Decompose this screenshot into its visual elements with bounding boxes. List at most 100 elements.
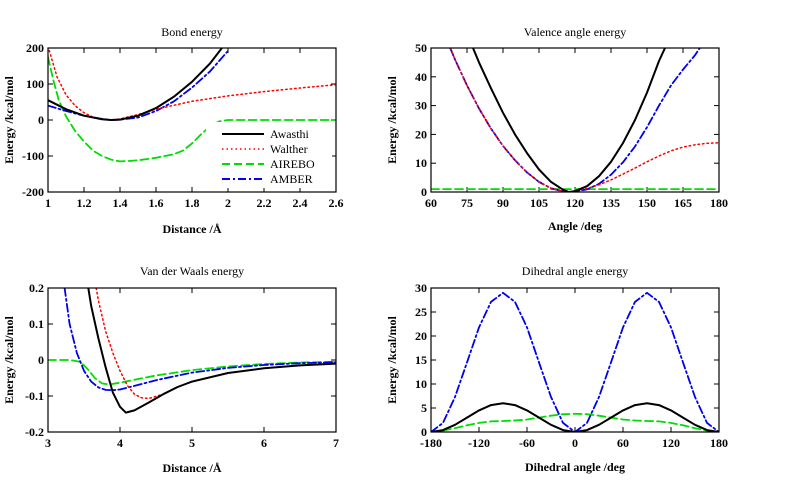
x-tick-label: 1.8 bbox=[185, 196, 200, 210]
series-line-walther bbox=[95, 288, 336, 400]
series-line-amber bbox=[48, 50, 229, 121]
x-tick-label: 2.2 bbox=[257, 196, 272, 210]
x-tick-label: -180 bbox=[420, 436, 442, 450]
y-tick-label: -0.2 bbox=[25, 425, 44, 439]
plot-frame bbox=[47, 47, 337, 193]
x-axis-label: Angle /deg bbox=[548, 219, 602, 233]
series-line-awasthi bbox=[472, 48, 666, 192]
y-axis-label: Energy /kcal/mol bbox=[385, 76, 399, 164]
legend-label-airebo: AIREBO bbox=[270, 157, 315, 171]
tick-labels: 3 4 5 6 7 -0.2 -0.1 0 0.1 0.2 bbox=[25, 281, 339, 450]
y-axis-label: Energy /kcal/mol bbox=[2, 76, 16, 164]
x-tick-label: 1.2 bbox=[77, 196, 92, 210]
panel-valence-angle-energy: Valence angle energy Angle /deg Energy /… bbox=[385, 25, 728, 233]
x-tick-label: 180 bbox=[710, 436, 728, 450]
tick-labels: 1 1.2 1.4 1.6 1.8 2 2.2 2.4 2.6 -200 -100 0 100 200 bbox=[22, 41, 344, 210]
legend-label-awasthi: Awasthi bbox=[270, 127, 310, 141]
y-tick-label: 0 bbox=[38, 113, 44, 127]
y-tick-label: -100 bbox=[22, 149, 44, 163]
y-tick-label: 5 bbox=[421, 401, 427, 415]
x-tick-label: 60 bbox=[425, 196, 437, 210]
series-lines bbox=[48, 288, 336, 414]
x-tick-label: 90 bbox=[497, 196, 509, 210]
plot-frame bbox=[430, 47, 720, 193]
panel-bond-energy: Bond energy Distance /Å Energy /kcal/mol… bbox=[2, 25, 344, 236]
x-tick-label: 1 bbox=[45, 196, 51, 210]
series-line-awasthi bbox=[87, 288, 336, 414]
legend: Awasthi Walther AIREBO AMBER bbox=[206, 122, 332, 188]
x-tick-label: 180 bbox=[710, 196, 728, 210]
x-tick-label: 105 bbox=[530, 196, 548, 210]
series-line-airebo bbox=[48, 359, 336, 386]
x-tick-label: 120 bbox=[662, 436, 680, 450]
x-tick-label: 7 bbox=[333, 436, 339, 450]
tick-labels: -180 -120 -60 0 60 120 180 0 5 10 15 20 25 30 bbox=[415, 281, 728, 450]
y-axis-label: Energy /kcal/mol bbox=[385, 316, 399, 404]
panel-dihedral-angle-energy: Dihedral angle energy Dihedral angle /de… bbox=[385, 264, 728, 474]
x-axis-label: Distance /Å bbox=[163, 461, 222, 475]
y-tick-label: 50 bbox=[415, 41, 427, 55]
legend-label-amber: AMBER bbox=[270, 172, 313, 186]
y-tick-label: 200 bbox=[26, 41, 44, 55]
plot-frame bbox=[47, 287, 337, 433]
x-tick-label: 2.4 bbox=[293, 196, 308, 210]
plot-frame bbox=[430, 287, 720, 433]
series-lines bbox=[431, 291, 719, 432]
y-tick-label: 20 bbox=[415, 127, 427, 141]
legend-label-walther: Walther bbox=[270, 142, 308, 156]
y-tick-label: -200 bbox=[22, 185, 44, 199]
y-axis-label: Energy /kcal/mol bbox=[2, 316, 16, 404]
y-tick-label: 25 bbox=[415, 305, 427, 319]
axis-ticks bbox=[430, 287, 720, 433]
panel-title: Van der Waals energy bbox=[140, 264, 244, 278]
x-tick-label: 165 bbox=[674, 196, 692, 210]
y-tick-label: 10 bbox=[415, 377, 427, 391]
x-tick-label: 3 bbox=[45, 436, 51, 450]
y-tick-label: 100 bbox=[26, 77, 44, 91]
x-tick-label: -60 bbox=[519, 436, 535, 450]
x-tick-label: -120 bbox=[468, 436, 490, 450]
y-tick-label: 0 bbox=[421, 425, 427, 439]
series-lines bbox=[431, 48, 719, 192]
panel-title: Valence angle energy bbox=[524, 25, 626, 39]
x-tick-label: 1.4 bbox=[113, 196, 128, 210]
x-tick-label: 60 bbox=[617, 436, 629, 450]
x-tick-label: 0 bbox=[572, 436, 578, 450]
x-tick-label: 4 bbox=[117, 436, 123, 450]
panel-van-der-waals-energy: Van der Waals energy Distance /Å Energy … bbox=[2, 264, 339, 475]
series-line-amber bbox=[449, 48, 701, 192]
y-tick-label: 30 bbox=[415, 281, 427, 295]
tick-labels: 60 75 90 105 120 135 150 165 180 0 10 20 30 40 50 bbox=[415, 41, 728, 210]
series-line-walther bbox=[449, 48, 719, 192]
y-tick-label: 0 bbox=[421, 185, 427, 199]
x-tick-label: 75 bbox=[461, 196, 473, 210]
y-tick-label: 40 bbox=[415, 70, 427, 84]
x-axis-label: Distance /Å bbox=[163, 222, 222, 236]
panel-title: Bond energy bbox=[161, 25, 222, 39]
x-tick-label: 120 bbox=[566, 196, 584, 210]
y-tick-label: 10 bbox=[415, 156, 427, 170]
y-tick-label: 30 bbox=[415, 99, 427, 113]
series-line-amber bbox=[431, 291, 719, 432]
series-line-amber bbox=[63, 288, 336, 392]
y-tick-label: 0 bbox=[38, 353, 44, 367]
x-tick-label: 1.6 bbox=[149, 196, 164, 210]
x-tick-label: 2 bbox=[225, 196, 231, 210]
x-axis-label: Dihedral angle /deg bbox=[525, 460, 625, 474]
y-tick-label: 15 bbox=[415, 353, 427, 367]
x-tick-label: 135 bbox=[602, 196, 620, 210]
series-line-airebo bbox=[431, 412, 719, 432]
series-line-awasthi bbox=[431, 402, 719, 432]
y-tick-label: -0.1 bbox=[25, 389, 44, 403]
x-tick-label: 5 bbox=[189, 436, 195, 450]
y-tick-label: 0.1 bbox=[29, 317, 44, 331]
x-tick-label: 2.6 bbox=[329, 196, 344, 210]
y-tick-label: 0.2 bbox=[29, 281, 44, 295]
x-tick-label: 150 bbox=[638, 196, 656, 210]
series-line-walther bbox=[48, 48, 336, 121]
x-tick-label: 6 bbox=[261, 436, 267, 450]
panel-title: Dihedral angle energy bbox=[522, 264, 628, 278]
y-tick-label: 20 bbox=[415, 329, 427, 343]
axis-ticks bbox=[430, 47, 720, 193]
